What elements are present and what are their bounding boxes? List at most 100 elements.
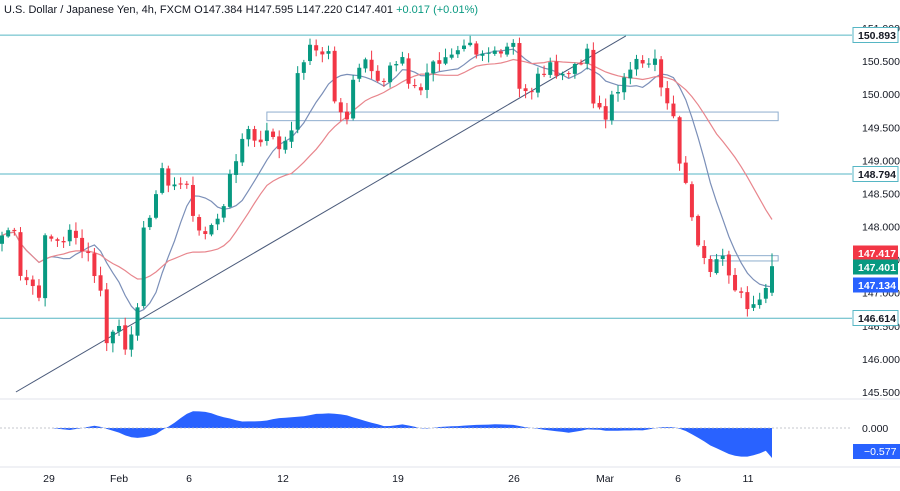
- candle: [480, 50, 485, 62]
- candle-body: [628, 69, 633, 79]
- candle-body: [523, 88, 528, 92]
- candle-body: [726, 254, 731, 276]
- candle: [80, 229, 85, 259]
- price-label-tag: 150.893: [852, 27, 899, 43]
- candle-body: [425, 72, 430, 90]
- candle-body: [332, 50, 337, 102]
- candle: [375, 65, 380, 83]
- candle-body: [412, 85, 417, 87]
- candle-body: [406, 58, 411, 84]
- candle-body: [437, 60, 442, 64]
- candle: [308, 38, 312, 66]
- candle-body: [67, 229, 72, 242]
- candle: [523, 84, 528, 99]
- zones: [266, 111, 779, 262]
- candle-body: [197, 217, 202, 231]
- candle-body: [566, 73, 571, 75]
- candle: [443, 48, 448, 66]
- candle: [517, 37, 522, 98]
- candle: [12, 227, 17, 236]
- candle: [529, 87, 534, 100]
- candle: [702, 240, 707, 265]
- oscillator-value-tag: [853, 444, 900, 459]
- candle-body: [745, 292, 750, 310]
- candle: [264, 122, 269, 146]
- candle: [190, 176, 195, 222]
- low-value: L147.220: [296, 4, 343, 16]
- price-tick-label: 150.500: [862, 56, 900, 68]
- candle: [129, 326, 134, 357]
- oscillator-value-label: −0.577: [864, 446, 897, 458]
- candle-body: [190, 185, 195, 216]
- candle: [646, 58, 651, 68]
- candle: [0, 231, 4, 252]
- candle: [117, 319, 122, 337]
- candle-body: [227, 173, 232, 207]
- price-tick-label: 146.000: [862, 354, 900, 366]
- candle: [616, 85, 620, 102]
- candle-body: [326, 51, 331, 54]
- moving-average-9: [1, 48, 773, 314]
- oscillator-pane: [0, 398, 900, 458]
- candle: [61, 236, 66, 248]
- candle-body: [363, 59, 368, 69]
- candle: [344, 102, 349, 125]
- candle: [67, 224, 72, 246]
- candle: [240, 133, 245, 166]
- candle: [449, 48, 454, 60]
- candle-body: [548, 62, 553, 75]
- candle: [554, 54, 559, 79]
- candle: [30, 275, 35, 295]
- price-axis: 151.000150.500150.000149.500149.000148.5…: [852, 23, 900, 459]
- price-label-tag: 147.134: [853, 277, 898, 293]
- change-value: +0.017 (+0.01%): [396, 4, 479, 16]
- candle: [381, 78, 386, 87]
- price-label-text: 150.893: [858, 30, 896, 42]
- candle-body: [381, 80, 386, 82]
- candle-body: [36, 285, 41, 298]
- candle: [671, 95, 676, 119]
- candle: [628, 61, 633, 85]
- candle-body: [683, 162, 688, 183]
- candle-body: [603, 106, 608, 120]
- candle: [49, 234, 54, 242]
- candle: [301, 59, 306, 80]
- candle-body: [671, 103, 676, 117]
- candle: [289, 121, 294, 149]
- candle: [388, 62, 393, 88]
- candle: [462, 39, 466, 52]
- candle: [209, 223, 214, 237]
- candle-body: [43, 235, 48, 299]
- candle-body: [733, 274, 738, 291]
- candle: [566, 71, 571, 78]
- price-label-text: 147.401: [858, 262, 896, 274]
- candle: [640, 55, 645, 68]
- candle: [271, 128, 276, 140]
- candle: [763, 283, 768, 304]
- candle: [320, 47, 325, 63]
- candle-body: [400, 57, 405, 64]
- candle-body: [702, 246, 707, 259]
- zone-rect: [709, 255, 779, 262]
- candle-body: [375, 70, 380, 81]
- close-value: C147.401: [345, 4, 394, 16]
- candle-body: [234, 161, 239, 175]
- candle: [560, 71, 565, 81]
- candle: [720, 248, 725, 266]
- candle: [24, 269, 29, 286]
- candle-body: [770, 266, 774, 293]
- candle-body: [554, 61, 559, 76]
- price-label-text: 148.794: [858, 169, 896, 181]
- candle-body: [560, 73, 565, 76]
- candle-body: [739, 291, 744, 293]
- candle-body: [714, 259, 719, 274]
- candle-body: [622, 77, 627, 93]
- candle: [437, 52, 442, 72]
- candle-body: [708, 259, 713, 272]
- candle-body: [209, 224, 214, 235]
- candle-body: [166, 168, 171, 186]
- candle-body: [160, 168, 165, 193]
- candle: [659, 56, 664, 97]
- candle: [757, 292, 762, 309]
